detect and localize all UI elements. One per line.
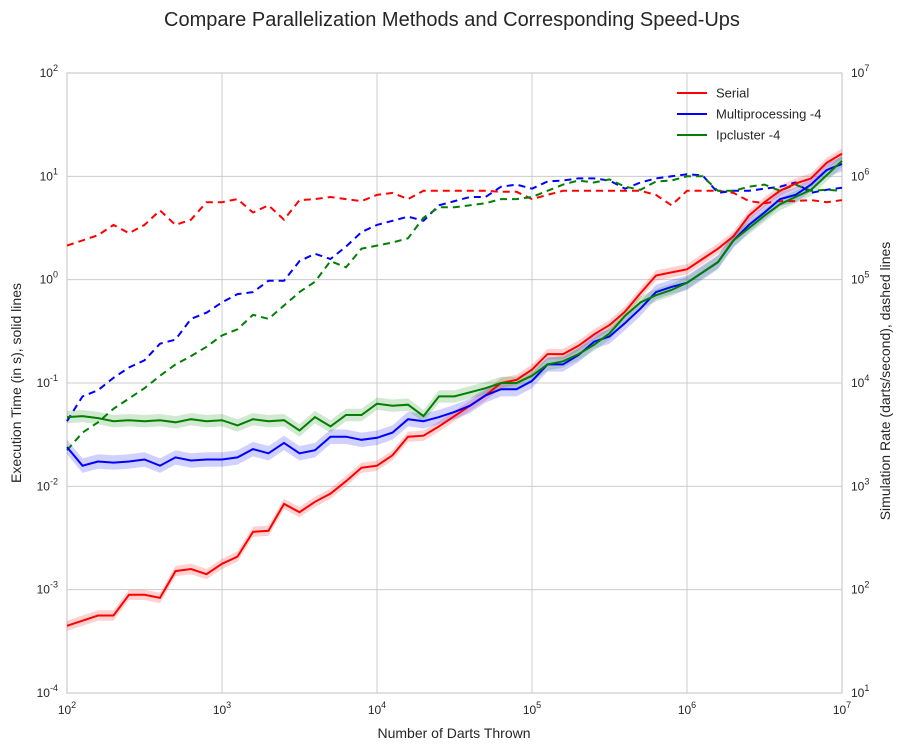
x-tick-label-exponent: 5	[536, 700, 541, 710]
x-tick-label-base: 10	[523, 703, 537, 717]
y-left-tick-label: 10-3	[37, 580, 58, 597]
y-left-tick-label: 102	[40, 63, 58, 80]
x-axis-label: Number of Darts Thrown	[377, 725, 530, 741]
plot-frame	[66, 72, 843, 694]
legend-label: Serial	[716, 86, 749, 101]
y-left-tick-label: 100	[40, 270, 58, 287]
y-left-tick-label-base: 10	[40, 169, 54, 183]
multiprocessing-4-rate-line	[66, 173, 843, 422]
y-right-tick-label-exponent: 6	[864, 166, 869, 176]
y-right-tick-label-base: 10	[851, 66, 865, 80]
x-tick-label: 102	[58, 700, 76, 717]
y-left-axis-label: Execution Time (in s), solid lines	[8, 283, 24, 483]
y-right-tick-label: 105	[851, 270, 869, 287]
x-tick-label-base: 10	[678, 703, 692, 717]
y-left-tick-label: 10-2	[37, 476, 58, 493]
x-tick-label-base: 10	[833, 703, 847, 717]
legend-item-multiprocessing-4: Multiprocessing -4	[677, 107, 822, 122]
serial-time-band	[67, 148, 842, 631]
y-right-axis-label: Simulation Rate (darts/second), dashed l…	[877, 242, 893, 521]
y-right-tick-label-exponent: 1	[864, 683, 869, 693]
y-left-tick-label: 101	[40, 166, 58, 183]
y-right-tick-label-base: 10	[851, 479, 865, 493]
y-left-tick-label-base: 10	[37, 686, 51, 700]
legend-item-ipcluster-4: Ipcluster -4	[677, 128, 780, 143]
y-right-tick-label-base: 10	[851, 273, 865, 287]
x-tick-label-exponent: 3	[226, 700, 231, 710]
x-tick-labels: 102 103 104 105 106 107	[58, 700, 851, 717]
ipcluster-4-time-line	[66, 160, 843, 432]
confidence-bands	[67, 148, 842, 631]
ipcluster-4-time-band	[67, 154, 842, 437]
y-left-tick-label: 10-4	[37, 683, 58, 700]
y-left-tick-label-base: 10	[40, 273, 54, 287]
y-right-tick-label-exponent: 3	[864, 476, 869, 486]
y-right-tick-label-exponent: 5	[864, 270, 869, 280]
x-tick-label: 107	[833, 700, 851, 717]
x-tick-label-base: 10	[213, 703, 227, 717]
y-left-tick-label-exponent: 0	[53, 270, 58, 280]
y-left-tick-label-base: 10	[37, 479, 51, 493]
legend-label: Multiprocessing -4	[716, 107, 822, 122]
y-right-tick-label: 104	[851, 373, 869, 390]
x-tick-label: 106	[678, 700, 696, 717]
chart-title: Compare Parallelization Methods and Corr…	[164, 9, 740, 31]
y-left-tick-label-base: 10	[37, 583, 51, 597]
y-left-tick-label-exponent: 2	[53, 63, 58, 73]
serial-rate-line	[66, 189, 843, 247]
y-right-tick-label: 106	[851, 166, 869, 183]
serial-time-line	[66, 152, 843, 627]
x-tick-label-exponent: 7	[846, 700, 851, 710]
legend-item-serial: Serial	[677, 86, 749, 101]
x-tick-label-base: 10	[368, 703, 382, 717]
y-right-tick-label-base: 10	[851, 686, 865, 700]
y-left-tick-label-exponent: -3	[50, 580, 58, 590]
y-right-tick-label-exponent: 4	[864, 373, 869, 383]
y-left-tick-label: 10-1	[37, 373, 58, 390]
y-left-tick-label-base: 10	[37, 376, 51, 390]
y-left-tick-label-base: 10	[40, 66, 54, 80]
y-right-tick-label-base: 10	[851, 583, 865, 597]
y-left-tick-label-exponent: -1	[50, 373, 58, 383]
y-right-tick-label: 103	[851, 476, 869, 493]
x-tick-label: 103	[213, 700, 231, 717]
y-right-tick-label: 102	[851, 580, 869, 597]
series-lines	[66, 152, 843, 627]
y-right-tick-label-base: 10	[851, 169, 865, 183]
x-tick-label: 104	[368, 700, 386, 717]
y-left-tick-label-exponent: -2	[50, 476, 58, 486]
y-left-tick-label-exponent: -4	[50, 683, 58, 693]
x-tick-label-exponent: 2	[71, 700, 76, 710]
legend-label: Ipcluster -4	[716, 128, 780, 143]
y-right-tick-label: 101	[851, 683, 869, 700]
y-right-tick-label: 107	[851, 63, 869, 80]
ipcluster-4-rate-line	[66, 175, 843, 451]
y-left-tick-label-exponent: 1	[53, 166, 58, 176]
legend: Serial Multiprocessing -4 Ipcluster -4	[677, 86, 822, 143]
x-tick-label-base: 10	[58, 703, 72, 717]
x-tick-label-exponent: 6	[691, 700, 696, 710]
y-right-tick-label-exponent: 2	[864, 580, 869, 590]
y-right-tick-label-exponent: 7	[864, 63, 869, 73]
x-tick-label: 105	[523, 700, 541, 717]
multiprocessing-4-time-band	[67, 156, 842, 473]
y-right-tick-label-base: 10	[851, 376, 865, 390]
x-tick-label-exponent: 4	[381, 700, 386, 710]
gridlines	[66, 72, 843, 694]
